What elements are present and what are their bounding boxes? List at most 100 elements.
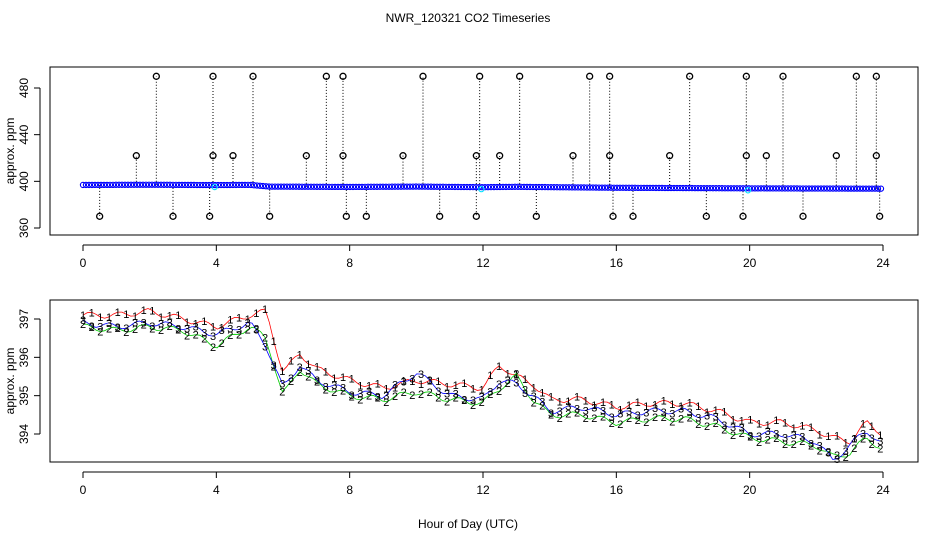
series-1-marker: 1 xyxy=(271,336,277,348)
baseline-point xyxy=(352,183,360,191)
flag-high-marker xyxy=(339,152,347,160)
series-1-marker: 1 xyxy=(141,305,147,317)
baseline-point xyxy=(247,181,255,189)
baseline-point xyxy=(727,185,735,192)
series-1-marker: 1 xyxy=(236,313,242,325)
baseline-point xyxy=(310,183,318,190)
baseline-point xyxy=(412,183,420,190)
series-3-marker: 3 xyxy=(548,408,554,420)
series-1-marker: 1 xyxy=(149,305,155,317)
bottom-y-tick-label: 394 xyxy=(17,424,31,444)
flag-high-marker xyxy=(152,72,160,80)
series-3-marker: 3 xyxy=(539,397,545,409)
series-3-marker: 3 xyxy=(574,404,580,416)
series-3-marker: 3 xyxy=(513,378,519,390)
series-3-marker: 3 xyxy=(843,446,849,458)
baseline-point xyxy=(625,184,633,191)
series-2-marker: 2 xyxy=(531,397,537,409)
baseline-point xyxy=(97,181,105,189)
flag-low-marker xyxy=(739,212,747,220)
series-1-marker: 1 xyxy=(479,385,485,397)
series-1-marker: 1 xyxy=(487,370,493,382)
series-1-marker: 1 xyxy=(349,373,355,385)
baseline-point xyxy=(370,183,378,190)
baseline-point xyxy=(616,184,624,191)
top-panel: 0 4 8 12 16 20 24 360 400 440 480 approx. ppm xyxy=(3,66,919,270)
baseline-point xyxy=(817,185,825,192)
baseline-point xyxy=(103,181,111,189)
series-2-marker: 2 xyxy=(808,441,814,453)
baseline-point xyxy=(820,185,828,192)
series-1-marker: 1 xyxy=(713,405,719,417)
flag-high-marker xyxy=(872,152,880,160)
baseline-point xyxy=(313,183,321,190)
bottom-x-tick-label: 12 xyxy=(476,483,490,497)
series-2-marker: 2 xyxy=(357,395,363,407)
bottom-y-tick-label: 397 xyxy=(17,309,31,329)
baseline-point xyxy=(673,184,681,192)
flag-high-marker xyxy=(779,72,787,80)
baseline-point xyxy=(376,183,384,190)
baseline-point xyxy=(526,183,534,191)
bottom-y-tick-label: 395 xyxy=(17,385,31,405)
series-1-marker: 1 xyxy=(756,419,762,431)
series-3-marker: 3 xyxy=(591,402,597,414)
series-3-marker: 3 xyxy=(141,317,147,329)
series-2-marker: 2 xyxy=(791,439,797,451)
baseline-point xyxy=(289,183,297,190)
baseline-point xyxy=(547,183,555,191)
series-3-marker: 3 xyxy=(643,407,649,419)
series-1-marker: 1 xyxy=(583,396,589,408)
baseline-point xyxy=(277,183,285,190)
baseline-point xyxy=(841,185,849,192)
series-1-marker: 1 xyxy=(860,419,866,431)
baseline-point xyxy=(199,181,207,189)
baseline-point xyxy=(298,183,306,190)
series-2-marker: 2 xyxy=(513,368,519,380)
baseline-point xyxy=(592,184,600,191)
baseline-point xyxy=(517,183,525,191)
baseline-point xyxy=(601,184,609,191)
series-1-marker: 1 xyxy=(513,370,519,382)
baseline-point xyxy=(262,183,270,190)
baseline-point xyxy=(295,183,303,190)
bottom-x-tick-label: 24 xyxy=(876,483,890,497)
baseline-point xyxy=(241,181,249,189)
baseline-point xyxy=(715,185,723,192)
baseline-point xyxy=(685,184,693,192)
baseline-point xyxy=(274,183,282,190)
series-3-marker: 3 xyxy=(245,317,251,329)
series-1-marker: 1 xyxy=(678,401,684,413)
series-2-marker: 2 xyxy=(869,439,875,451)
baseline-point xyxy=(865,185,873,192)
series-1-marker: 1 xyxy=(721,406,727,418)
baseline-point xyxy=(514,183,522,190)
baseline-point xyxy=(121,181,129,188)
series-1-marker: 1 xyxy=(851,433,857,445)
series-2-marker: 2 xyxy=(721,424,727,436)
series-2-marker: 2 xyxy=(279,386,285,398)
series-2-line xyxy=(82,323,881,458)
series-1-marker: 1 xyxy=(591,400,597,412)
series-2-marker: 2 xyxy=(496,386,502,398)
series-1-marker: 1 xyxy=(531,383,537,395)
series-2-marker: 2 xyxy=(305,372,311,384)
top-y-axis-label: approx. ppm xyxy=(3,118,17,185)
series-1-marker: 1 xyxy=(877,430,883,442)
series-3-marker: 3 xyxy=(626,406,632,418)
baseline-point xyxy=(538,183,546,191)
baseline-point xyxy=(196,181,204,189)
series-2-marker: 2 xyxy=(860,433,866,445)
series-2-marker: 2 xyxy=(149,323,155,335)
series-1-marker: 1 xyxy=(297,349,303,361)
baseline-point xyxy=(163,181,171,188)
series-3-marker: 3 xyxy=(773,429,779,441)
series-3-marker: 3 xyxy=(756,431,762,443)
baseline-point xyxy=(775,185,783,192)
baseline-point xyxy=(598,184,606,191)
series-1-marker: 1 xyxy=(574,391,580,403)
series-2-marker: 2 xyxy=(834,450,840,462)
baseline-point xyxy=(169,181,177,188)
series-1-marker: 1 xyxy=(89,307,95,319)
